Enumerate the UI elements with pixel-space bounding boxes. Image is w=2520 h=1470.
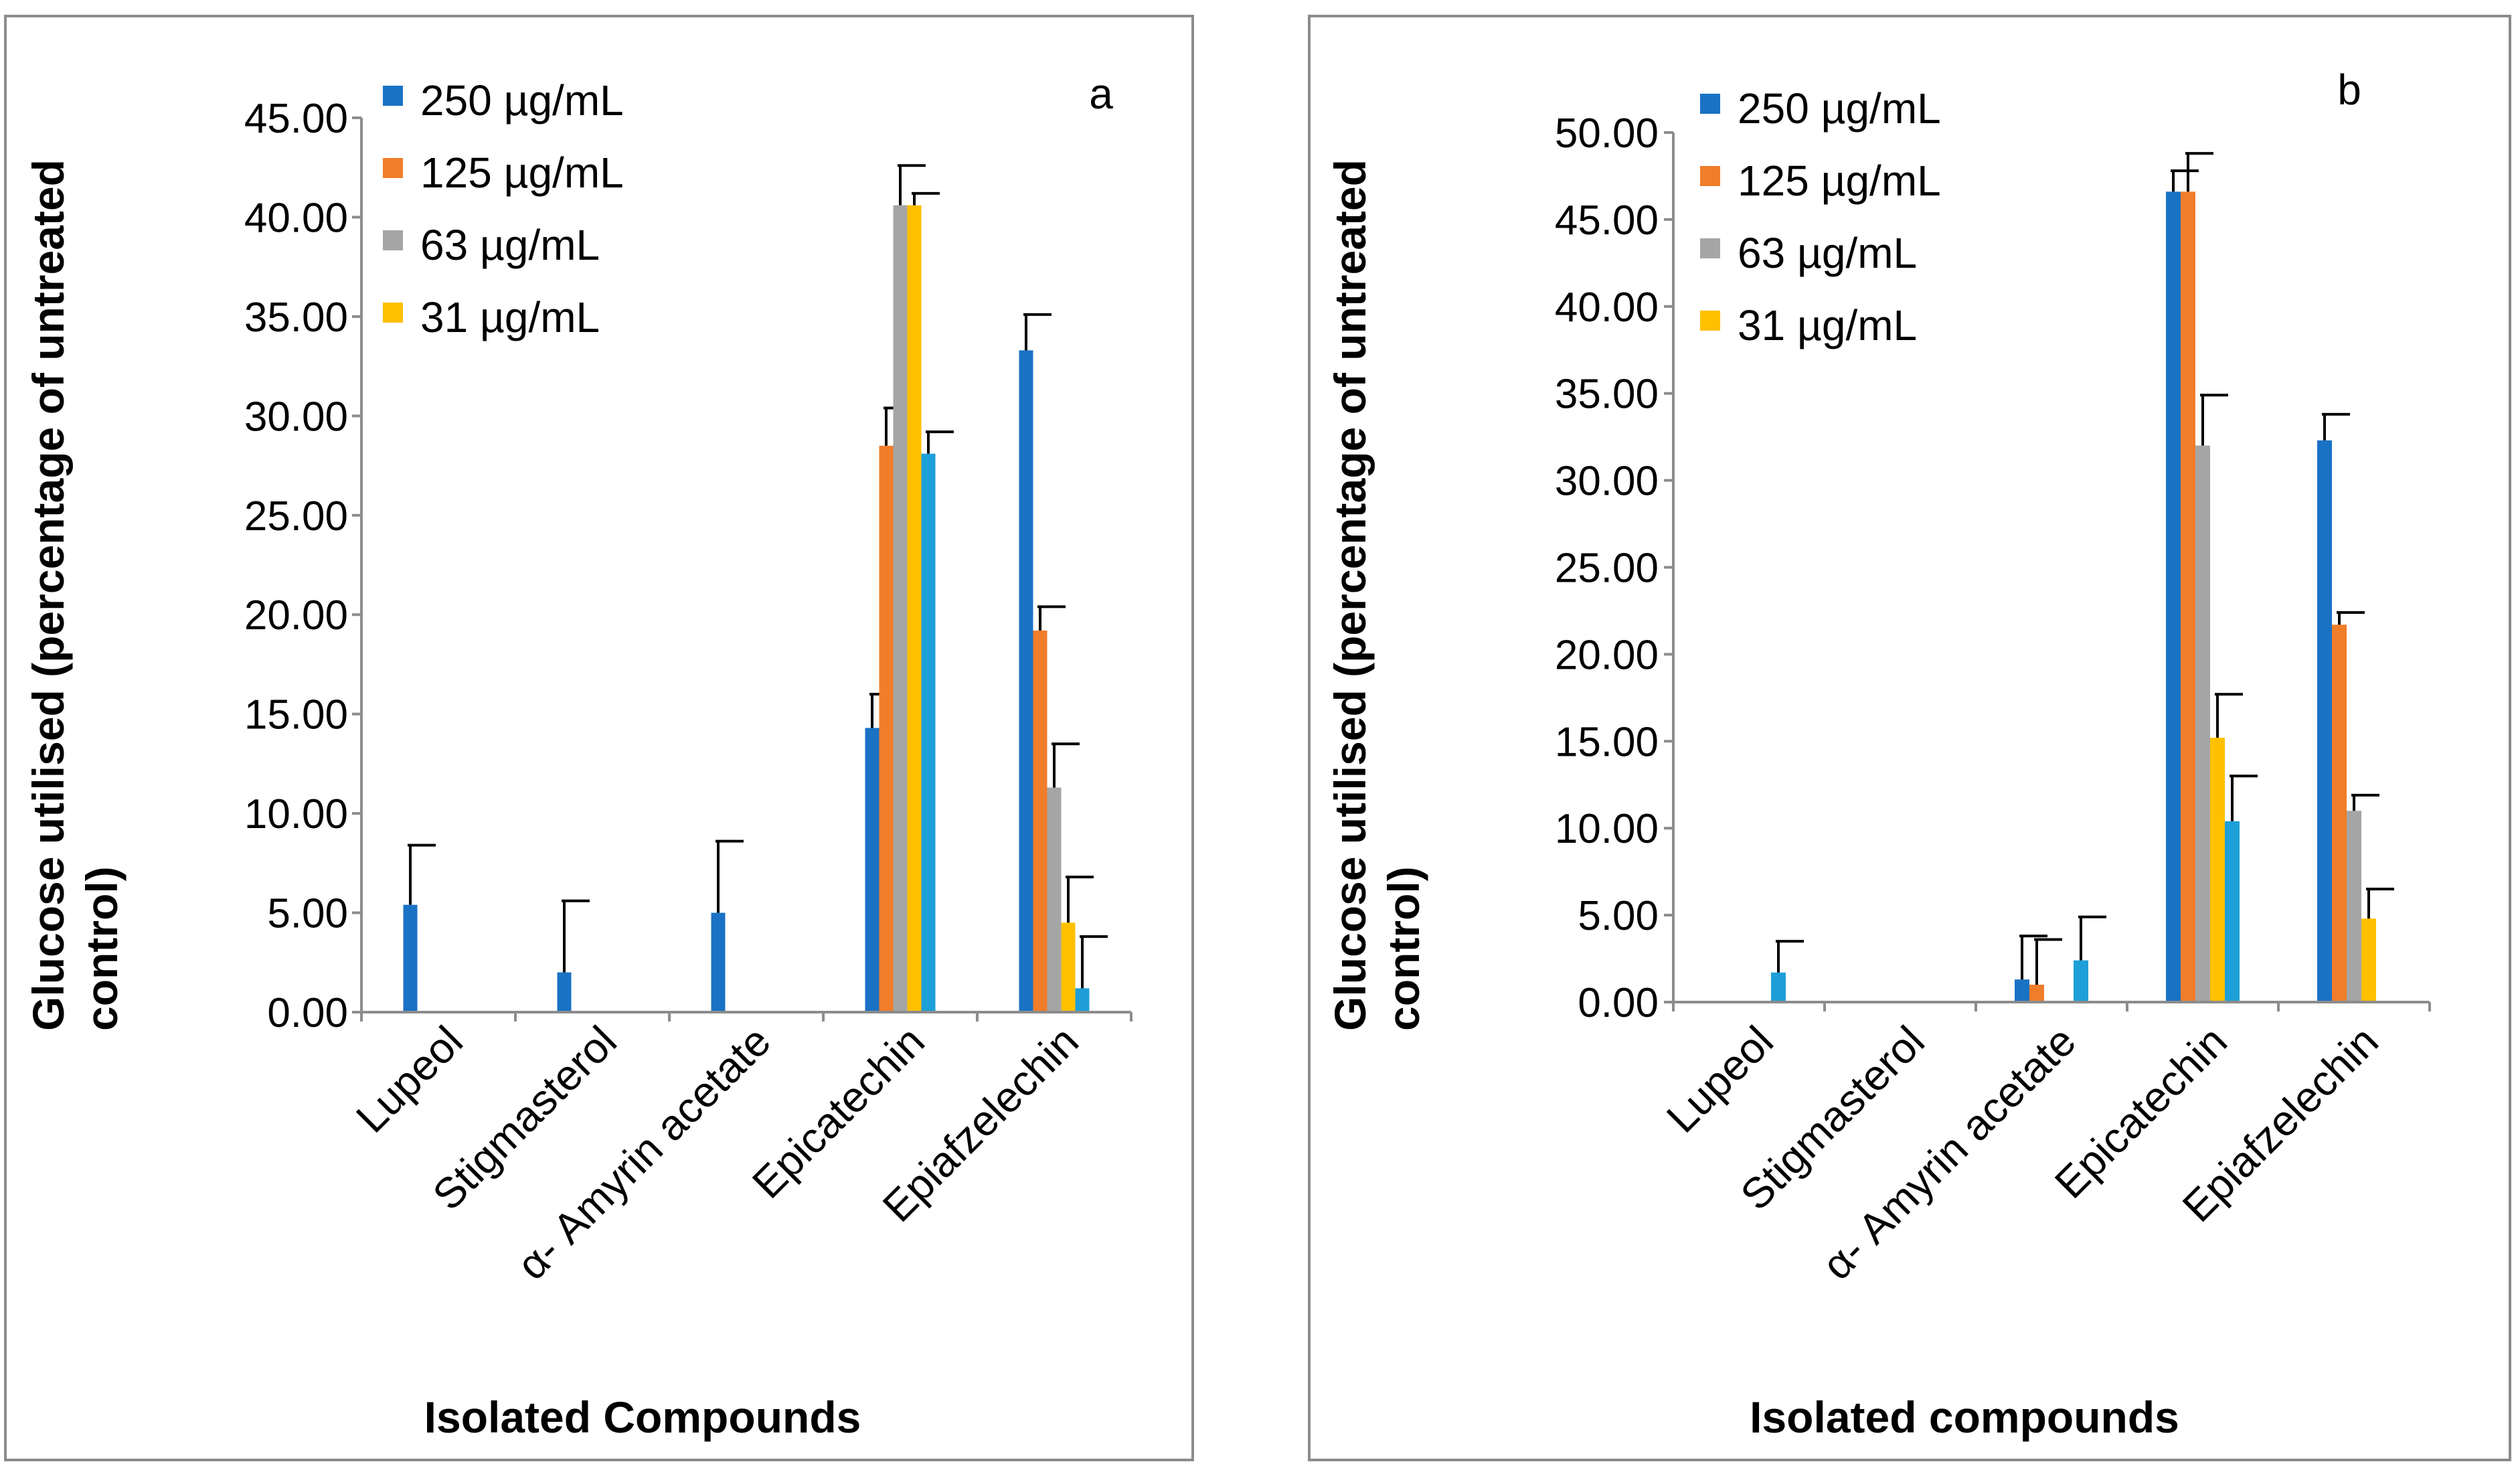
panel-b-ylabel-line2: control)	[1379, 866, 1428, 1031]
panel-b-ytick-label: 5.00	[1578, 893, 1659, 939]
panel-b-frame	[1308, 15, 2511, 1461]
panel-b-bar	[2347, 811, 2361, 1002]
panel-a-ytick-label: 10.00	[244, 791, 348, 837]
panel-a-ytick-label: 30.00	[244, 394, 348, 440]
panel-b-bar	[1771, 972, 1786, 1002]
panel-a-ytick-label: 20.00	[244, 592, 348, 639]
panel-b-bar	[2317, 440, 2332, 1002]
chart-panel-a: 0.00 5.00 10.00 15.00 20.00 25.00 30.00 35.00 40…	[4, 15, 1194, 1461]
panel-a-ytick-label: 5.00	[267, 891, 348, 937]
panel-a-ylabel-line1: Glucose utilised (percentage of untreate…	[23, 159, 73, 1031]
panel-a-legend-swatch	[383, 158, 403, 178]
panel-a-bar	[557, 972, 572, 1012]
panel-b-bar	[2332, 625, 2347, 1002]
panel-b-legend-label: 250 µg/mL	[1738, 84, 1941, 133]
panel-b-ytick-label: 20.00	[1555, 632, 1659, 678]
panel-b-bar	[2195, 445, 2210, 1002]
panel-b-bar	[2361, 918, 2376, 1002]
panel-b-bar	[2166, 191, 2181, 1002]
panel-b-bar	[2181, 191, 2195, 1002]
panel-a-xlabel: Isolated Compounds	[424, 1392, 861, 1442]
panel-b-ytick-label: 25.00	[1555, 546, 1659, 592]
panel-b-bar	[2210, 738, 2225, 1002]
panel-a-ytick-label: 25.00	[244, 493, 348, 540]
panel-a-bar	[1047, 787, 1062, 1012]
panel-a-ytick-label: 0.00	[267, 990, 348, 1036]
panel-a-frame	[4, 15, 1194, 1461]
panel-a-legend-label: 125 µg/mL	[420, 149, 624, 197]
panel-b-ylabel-line1: Glucose utilised (percentage of untreate…	[1325, 159, 1375, 1031]
panel-b-legend-label: 125 µg/mL	[1738, 157, 1941, 205]
panel-a-legend-label: 250 µg/mL	[420, 76, 624, 125]
panel-a-bar	[711, 912, 726, 1012]
panel-a-bar	[1019, 350, 1033, 1012]
panel-a-bar	[1061, 922, 1076, 1012]
panel-a-bar	[865, 728, 879, 1012]
panel-b-ytick-label: 35.00	[1555, 372, 1659, 418]
panel-b-legend-label: 63 µg/mL	[1738, 229, 1917, 277]
panel-a-legend-swatch	[383, 303, 403, 323]
panel-a-ytick-label: 35.00	[244, 295, 348, 341]
panel-a-bar	[1033, 630, 1047, 1012]
panel-b-ytick-label: 50.00	[1555, 110, 1659, 157]
panel-a-label: a	[1089, 70, 1113, 118]
panel-b-bar	[2225, 821, 2240, 1002]
panel-b-ytick-label: 40.00	[1555, 284, 1659, 331]
panel-b-ytick-label: 15.00	[1555, 719, 1659, 765]
panel-b-ytick-label: 10.00	[1555, 806, 1659, 852]
panel-a-bar	[403, 904, 418, 1012]
panel-b-bar	[2074, 960, 2088, 1002]
panel-a-legend-label: 31 µg/mL	[420, 293, 600, 341]
panel-b-legend-swatch	[1700, 94, 1720, 114]
panel-b-legend-swatch	[1700, 166, 1720, 186]
panel-b-bar	[2029, 985, 2044, 1002]
panel-b-ytick-label: 45.00	[1555, 197, 1659, 244]
panel-a-bar	[893, 205, 908, 1012]
panel-b-legend-swatch	[1700, 311, 1720, 331]
panel-a-bar	[879, 445, 894, 1012]
panel-b-legend-label: 31 µg/mL	[1738, 301, 1917, 349]
panel-a-legend-swatch	[383, 230, 403, 250]
panel-a-ytick-label: 40.00	[244, 195, 348, 241]
panel-a-ylabel-line2: control)	[77, 866, 127, 1031]
panel-b-ytick-label: 0.00	[1578, 980, 1659, 1026]
panel-b-bar	[2015, 979, 2029, 1002]
panel-a-bar	[1075, 988, 1090, 1012]
panel-b-label: b	[2337, 66, 2361, 114]
panel-a-bar	[921, 453, 936, 1012]
panel-b-legend-swatch	[1700, 238, 1720, 258]
panel-b-ytick-label: 30.00	[1555, 459, 1659, 505]
panel-a-ytick-label: 15.00	[244, 692, 348, 738]
panel-a-legend-label: 63 µg/mL	[420, 221, 600, 269]
panel-b-xlabel: Isolated compounds	[1750, 1392, 2179, 1442]
panel-a-legend-swatch	[383, 86, 403, 106]
chart-panel-b: 0.00 5.00 10.00 15.00 20.00 25.00 30.00 35.00 40…	[1308, 15, 2511, 1461]
panel-a-bar	[907, 205, 922, 1012]
panel-a-ytick-label: 45.00	[244, 96, 348, 142]
